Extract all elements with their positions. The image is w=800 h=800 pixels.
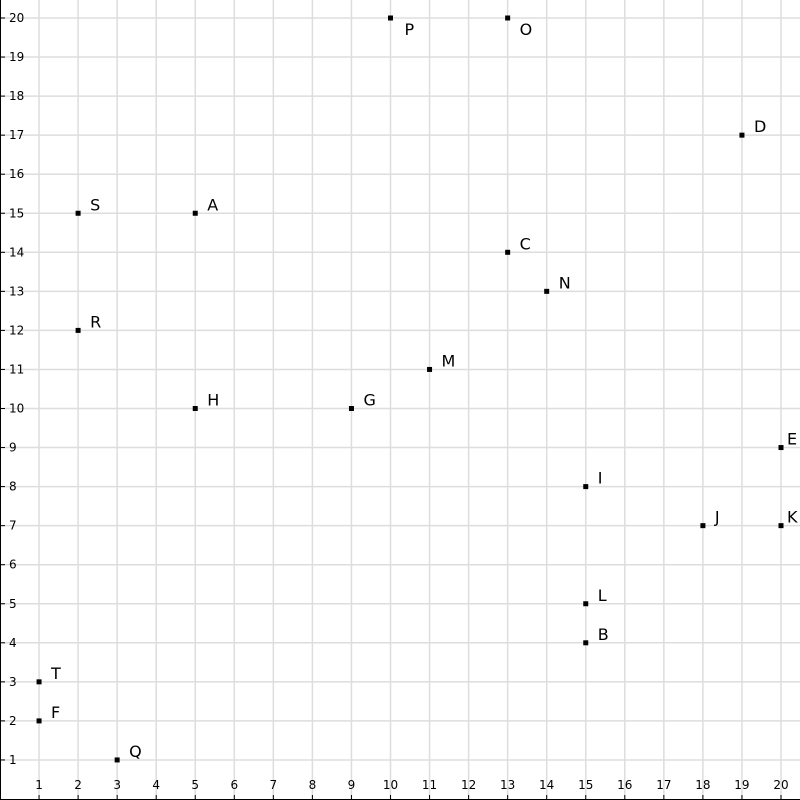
point-marker-c (505, 249, 511, 255)
point-marker-j (700, 523, 706, 529)
x-tick-label: 15 (578, 778, 593, 792)
point-label-j: J (714, 508, 720, 527)
point-marker-e (778, 445, 784, 451)
y-tick-label: 15 (9, 206, 24, 220)
point-marker-p (388, 15, 393, 21)
data-points: A B C D E F G H I J K L M N O P Q R S T (36, 15, 798, 763)
point-marker-n (544, 288, 550, 294)
point-label-h: H (207, 391, 219, 410)
y-tick-label: 17 (9, 128, 24, 142)
point-label-a: A (207, 195, 218, 214)
x-tick-label: 2 (74, 778, 82, 792)
x-tick-label: 12 (461, 778, 476, 792)
point-marker-o (505, 15, 511, 21)
y-tick-label: 18 (9, 89, 24, 103)
x-tick-label: 13 (500, 778, 515, 792)
point-label-i: I (598, 469, 603, 488)
x-tick-label: 10 (383, 778, 398, 792)
x-tick-label: 5 (191, 778, 199, 792)
point-marker-i (583, 484, 589, 490)
x-tick-label: 6 (230, 778, 238, 792)
y-tick-label: 12 (9, 323, 24, 337)
point-label-k: K (787, 508, 798, 527)
point-marker-t (36, 679, 42, 685)
y-tick-label: 13 (9, 284, 24, 298)
x-tick-label: 1 (35, 778, 43, 792)
point-marker-m (427, 366, 433, 372)
point-label-c: C (520, 234, 531, 253)
x-tick-label: 17 (656, 778, 671, 792)
point-marker-s (75, 210, 81, 216)
point-label-b: B (598, 625, 609, 644)
y-tick-label: 5 (9, 597, 17, 611)
x-tick-label: 19 (734, 778, 749, 792)
y-tick-label: 14 (9, 245, 24, 259)
x-tick-label: 18 (695, 778, 710, 792)
point-label-p: P (405, 20, 415, 39)
point-label-g: G (363, 391, 375, 410)
x-tick-label: 11 (422, 778, 437, 792)
x-tick-label: 4 (152, 778, 160, 792)
point-label-q: Q (129, 742, 142, 761)
y-tick-label: 9 (9, 441, 17, 455)
point-marker-k (778, 523, 784, 529)
point-label-n: N (559, 273, 571, 292)
point-marker-a (192, 210, 198, 216)
y-tick-label: 10 (9, 402, 24, 416)
x-tick-label: 16 (617, 778, 632, 792)
point-label-m: M (442, 351, 456, 370)
point-marker-b (583, 640, 589, 646)
x-tick-label: 3 (113, 778, 121, 792)
y-tick-label: 8 (9, 480, 17, 494)
y-tick-label: 4 (9, 636, 17, 650)
x-tick-label: 14 (539, 778, 554, 792)
point-marker-l (583, 601, 589, 607)
x-tick-label: 7 (270, 778, 278, 792)
x-tick-label: 8 (309, 778, 317, 792)
point-label-o: O (520, 20, 533, 39)
point-label-s: S (90, 195, 100, 214)
point-marker-d (739, 132, 745, 138)
point-marker-q (114, 757, 120, 763)
point-label-l: L (598, 586, 607, 605)
y-tick-label: 7 (9, 519, 17, 533)
x-tick-label: 9 (348, 778, 356, 792)
point-label-d: D (754, 117, 766, 136)
point-label-r: R (90, 312, 101, 331)
x-tick-label: 20 (773, 778, 788, 792)
y-tick-label: 20 (9, 11, 24, 25)
y-tick-label: 6 (9, 558, 17, 572)
y-tick-label: 1 (9, 753, 17, 767)
point-marker-r (75, 327, 81, 333)
point-label-e: E (787, 430, 797, 449)
y-tick-label: 19 (9, 50, 24, 64)
y-tick-label: 11 (9, 362, 24, 376)
y-tick-label: 16 (9, 167, 24, 181)
point-label-t: T (50, 664, 61, 683)
y-tick-label: 2 (9, 714, 17, 728)
point-label-f: F (51, 703, 60, 722)
point-marker-g (348, 406, 354, 411)
point-marker-f (36, 718, 42, 724)
point-marker-h (192, 406, 198, 411)
y-tick-label: 3 (9, 675, 17, 689)
